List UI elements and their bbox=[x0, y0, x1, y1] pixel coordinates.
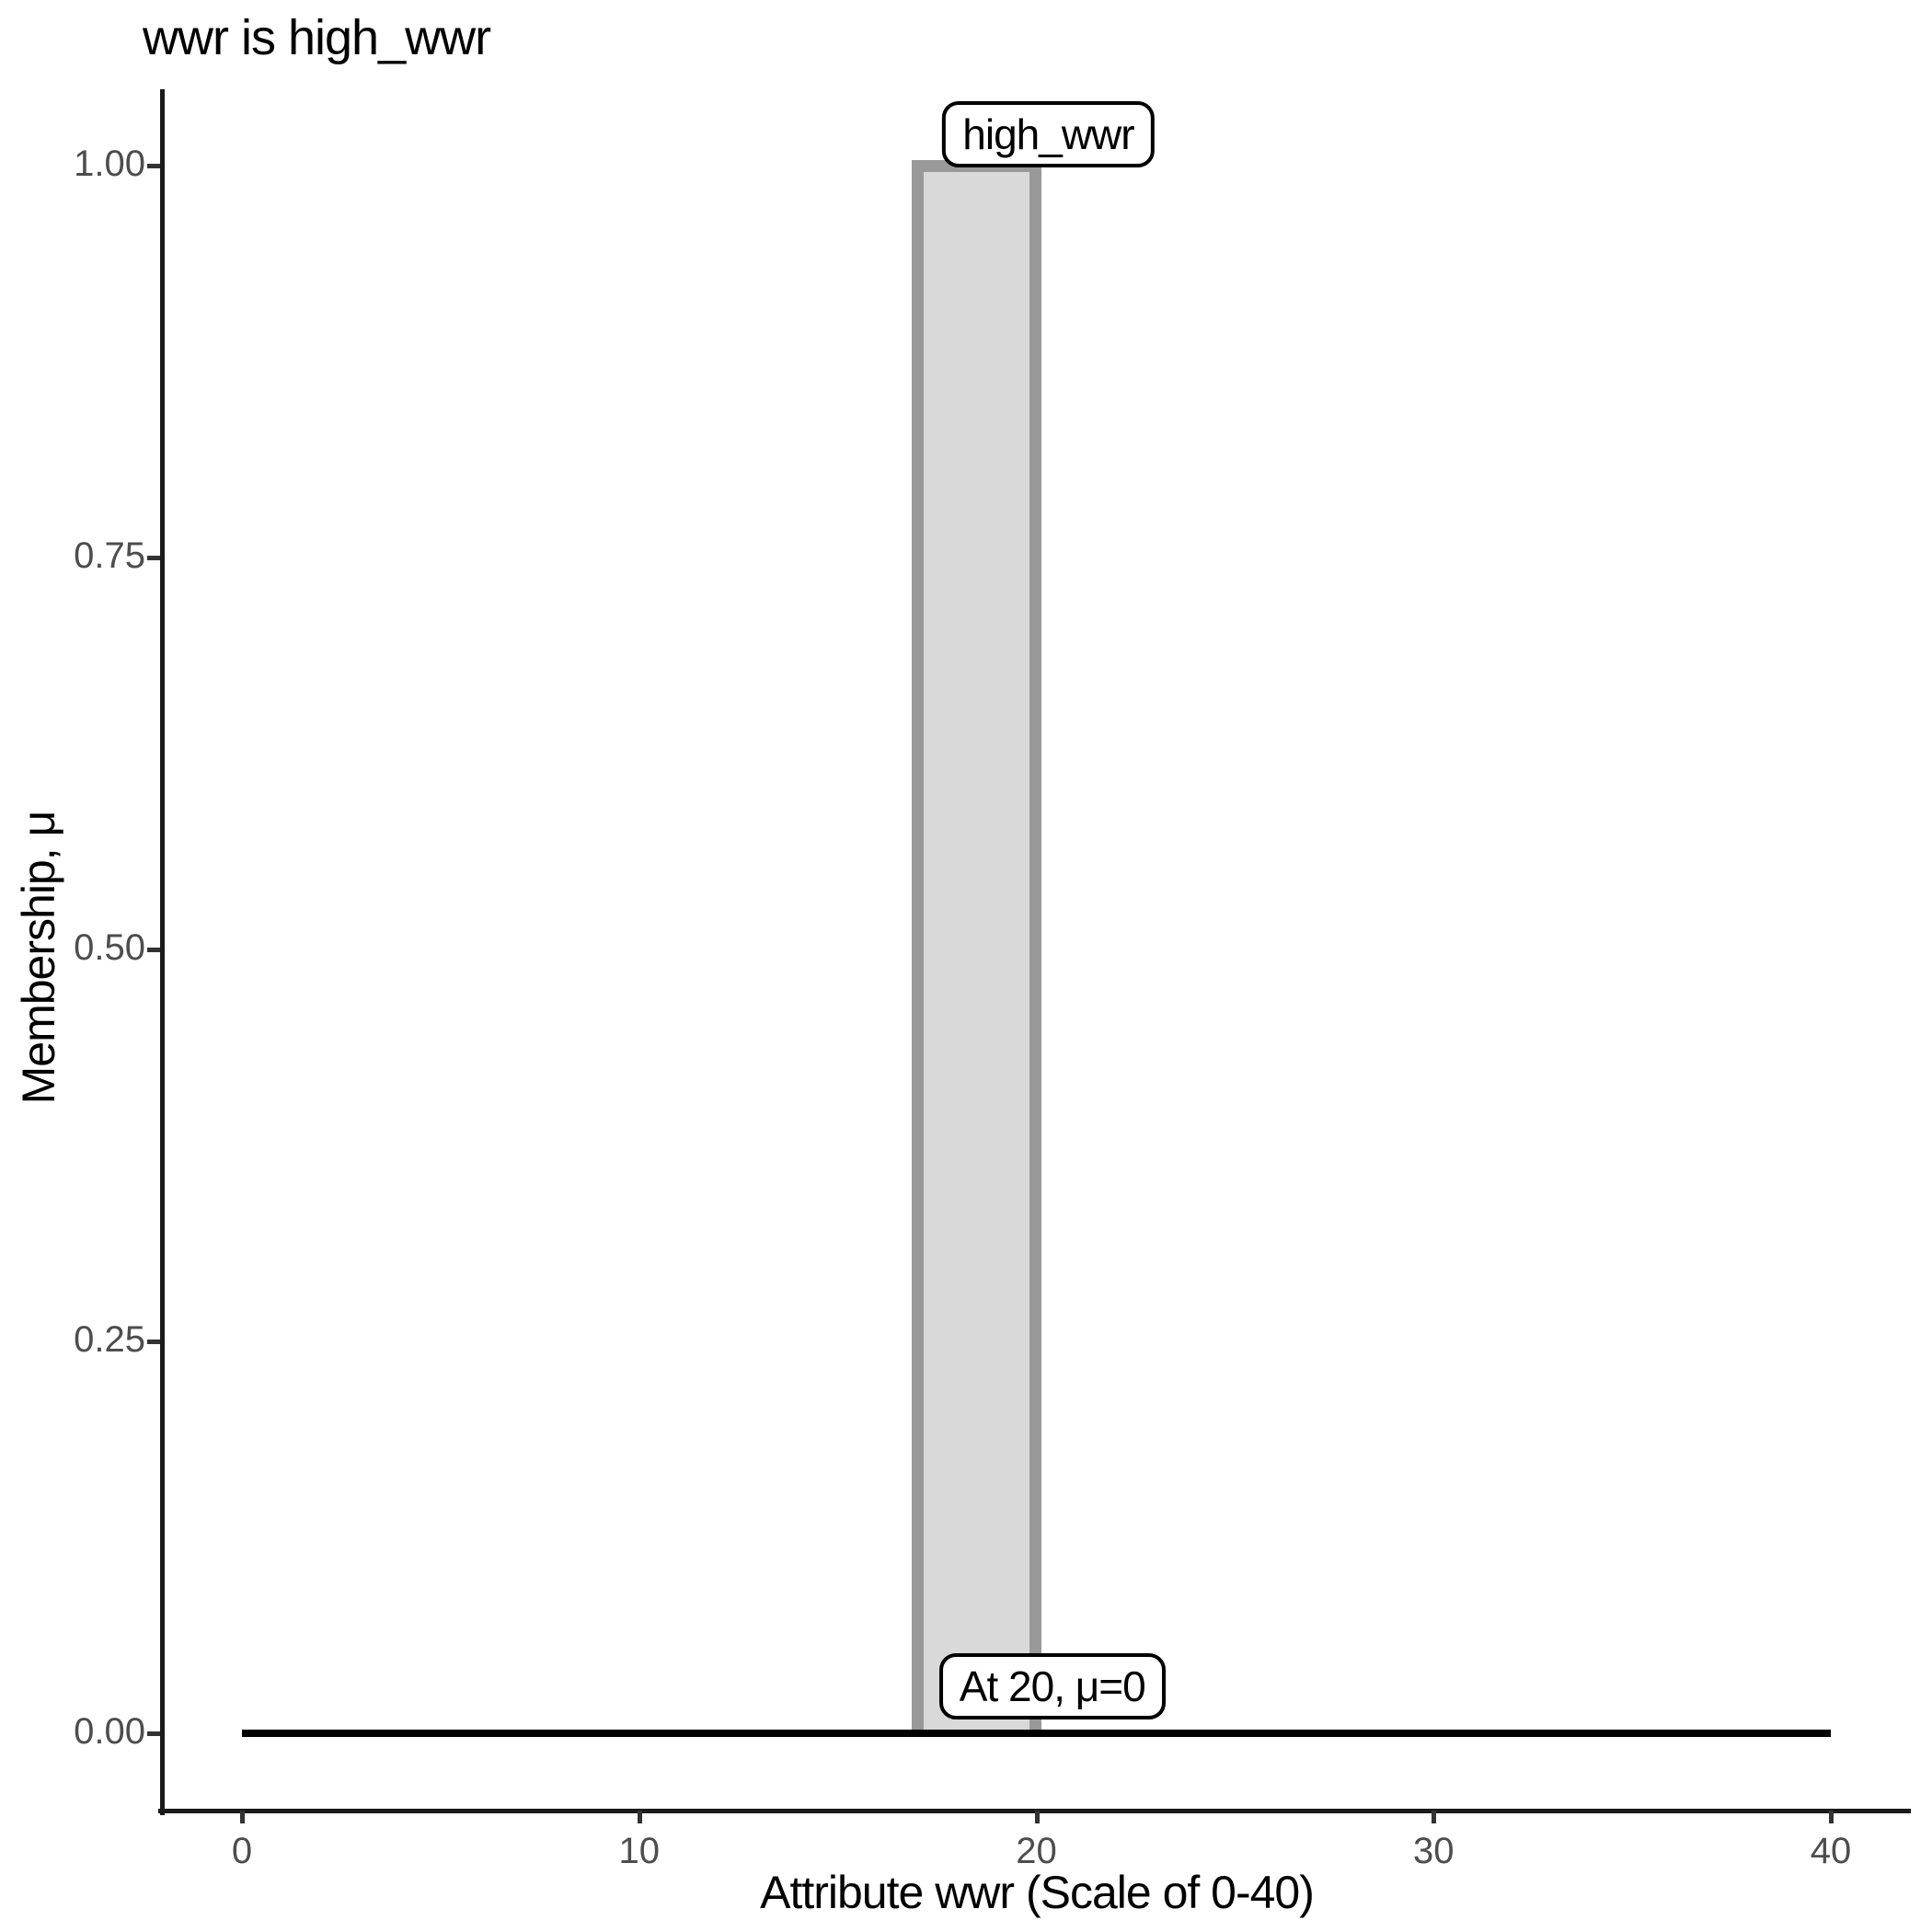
y-axis-line bbox=[160, 89, 165, 1815]
x-tick-label: 10 bbox=[618, 1831, 661, 1871]
y-tick bbox=[147, 1340, 160, 1344]
x-tick-label: 30 bbox=[1413, 1831, 1455, 1871]
chart-title: wwr is high_wwr bbox=[143, 10, 491, 65]
annotation-set-name: high_wwr bbox=[942, 100, 1155, 167]
x-tick bbox=[637, 1811, 642, 1823]
x-tick bbox=[1034, 1811, 1040, 1823]
annotation-point-note: At 20, μ=0 bbox=[938, 1652, 1166, 1719]
membership-area bbox=[911, 160, 1042, 1733]
y-tick-label: 1.00 bbox=[74, 144, 145, 184]
y-tick-label: 0.75 bbox=[74, 535, 145, 576]
y-tick bbox=[147, 556, 160, 560]
x-tick-label: 20 bbox=[1016, 1831, 1057, 1871]
y-tick-label: 0.00 bbox=[74, 1711, 145, 1752]
y-tick-label: 0.50 bbox=[74, 927, 145, 968]
x-tick-label: 0 bbox=[231, 1831, 253, 1871]
zero-baseline bbox=[242, 1730, 1831, 1737]
x-tick-label: 40 bbox=[1810, 1831, 1852, 1871]
x-tick bbox=[1829, 1811, 1834, 1823]
y-tick bbox=[147, 948, 160, 952]
x-axis-title: Attribute wwr (Scale of 0-40) bbox=[760, 1867, 1315, 1918]
y-tick-label: 0.25 bbox=[74, 1319, 145, 1360]
y-tick bbox=[147, 164, 160, 168]
x-tick bbox=[240, 1811, 245, 1823]
x-tick bbox=[1432, 1811, 1437, 1823]
y-tick bbox=[147, 1731, 160, 1736]
